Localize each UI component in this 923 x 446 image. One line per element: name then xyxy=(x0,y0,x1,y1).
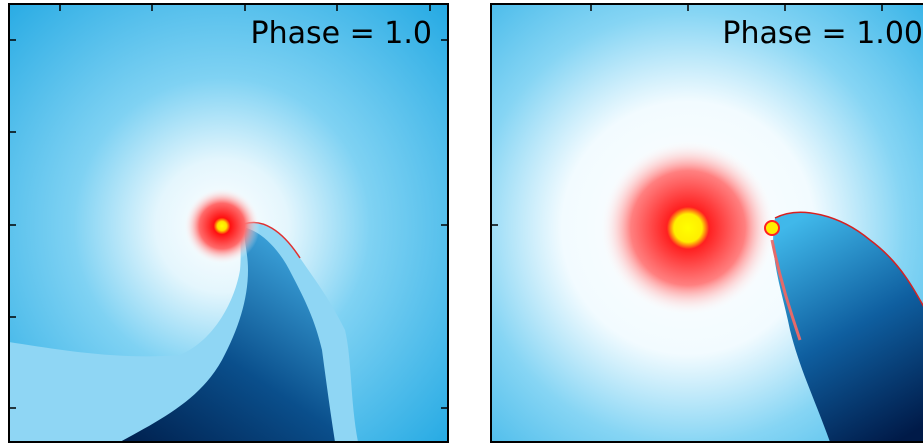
panel-label: Phase = 1.0 xyxy=(251,16,433,51)
panel-right-image xyxy=(491,4,923,442)
panel-label: Phase = 1.00 xyxy=(722,16,923,51)
page: Phase = 1.0 Phase = 1.00 (() => { const … xyxy=(0,0,923,446)
figure: Phase = 1.0 Phase = 1.00 xyxy=(0,0,923,446)
panel-left-image xyxy=(9,4,448,442)
